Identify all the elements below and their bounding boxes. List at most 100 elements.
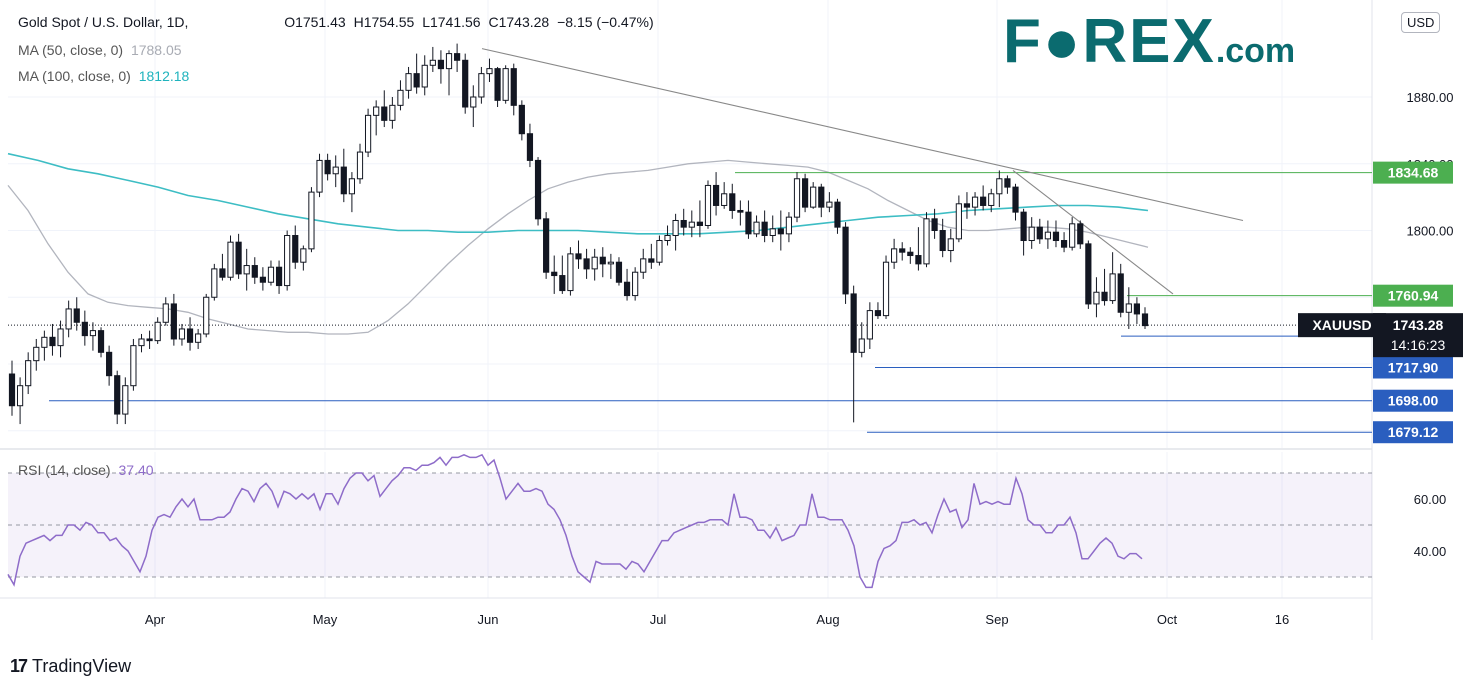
- candle-body: [729, 193, 736, 211]
- candle-body: [429, 59, 436, 66]
- candle-body: [405, 73, 412, 91]
- candle-body: [1004, 178, 1011, 188]
- candle-body: [915, 255, 922, 265]
- candle-body: [381, 106, 388, 121]
- candle-body: [955, 203, 962, 240]
- candle-body: [1044, 231, 1051, 240]
- trendlines: [481, 48, 1244, 295]
- time-axis[interactable]: Apr May Jun Jul Aug Sep Oct 16: [145, 612, 1289, 627]
- candle-body: [648, 258, 655, 263]
- candle-body: [988, 193, 995, 206]
- candle-body: [1052, 231, 1060, 242]
- price-axis[interactable]: 1880.001840.001800.001834.681760.941736.…: [1298, 90, 1463, 559]
- open-value: O1751.43: [284, 14, 346, 30]
- candle-body: [97, 330, 105, 353]
- candle-body: [591, 256, 598, 270]
- candle-body: [688, 221, 695, 228]
- candle-body: [41, 336, 48, 348]
- candle-body: [227, 241, 234, 278]
- candle-body: [251, 265, 258, 278]
- time-tick-label: Oct: [1157, 612, 1178, 627]
- candle-body: [640, 258, 647, 273]
- candle-body: [373, 106, 380, 116]
- time-tick-label: Jun: [478, 612, 499, 627]
- candle-body: [25, 360, 32, 387]
- tradingview-brand: TradingView: [32, 656, 132, 676]
- candle-body: [899, 248, 906, 253]
- currency-badge[interactable]: USD: [1401, 12, 1441, 33]
- candle-body: [138, 338, 145, 347]
- candles: [8, 43, 1149, 425]
- ma100-line: [7, 152, 1149, 235]
- candle-body: [243, 265, 250, 275]
- candle-body: [931, 218, 938, 232]
- ma50-value: 1788.05: [130, 42, 182, 58]
- change-value: −8.15 (−0.47%): [557, 14, 654, 30]
- candle-body: [122, 385, 129, 415]
- trendline: [481, 48, 1244, 222]
- candle-body: [203, 296, 210, 335]
- last-price-box: [1373, 313, 1463, 358]
- candle-body: [195, 333, 202, 343]
- candle-body: [57, 328, 64, 347]
- symbol-header[interactable]: Gold Spot / U.S. Dollar, 1D, O1751.43 H1…: [18, 14, 658, 30]
- candle-body: [826, 201, 833, 208]
- ma100-label: MA (100, close, 0): [18, 68, 131, 84]
- last-price-label: 1743.28: [1393, 317, 1444, 333]
- candle-body: [162, 303, 169, 323]
- candle-body: [939, 230, 946, 252]
- ma100-legend[interactable]: MA (100, close, 0) 1812.18: [18, 68, 193, 84]
- rsi-legend[interactable]: RSI (14, close) 37.40: [18, 462, 158, 478]
- candle-body: [364, 114, 372, 153]
- candle-body: [478, 73, 485, 98]
- candle-body: [437, 59, 445, 70]
- time-tick-label: Sep: [985, 612, 1008, 627]
- tradingview-footer[interactable]: 17 TradingView: [10, 656, 131, 677]
- candle-body: [518, 104, 525, 135]
- candle-body: [300, 248, 307, 263]
- rsi-value: 37.40: [118, 462, 154, 478]
- time-tick-label: May: [313, 612, 338, 627]
- candle-body: [413, 73, 420, 88]
- candle-body: [284, 235, 291, 287]
- candle-body: [866, 310, 873, 340]
- symbol-tag: XAUUSD: [1312, 317, 1371, 333]
- candle-body: [316, 159, 323, 193]
- candle-body: [850, 293, 857, 353]
- candle-body: [1093, 291, 1100, 305]
- candle-body: [559, 275, 566, 292]
- candle-body: [211, 268, 218, 298]
- trendline: [1012, 169, 1174, 295]
- candle-body: [510, 68, 517, 106]
- rsi-tick-label: 60.00: [1414, 492, 1447, 507]
- candle-body: [1133, 303, 1141, 315]
- candle-body: [49, 336, 56, 347]
- candle-body: [882, 261, 890, 317]
- candle-body: [534, 159, 542, 220]
- candle-body: [810, 186, 817, 208]
- candle-body: [858, 338, 865, 353]
- candle-body: [745, 211, 752, 235]
- candle-body: [712, 184, 720, 206]
- candle-body: [292, 235, 299, 263]
- ma50-legend[interactable]: MA (50, close, 0) 1788.05: [18, 42, 186, 58]
- candle-body: [802, 178, 809, 208]
- candle-body: [1060, 240, 1068, 248]
- candle-body: [737, 209, 744, 213]
- time-tick-label: Aug: [816, 612, 839, 627]
- countdown-label: 14:16:23: [1391, 337, 1446, 353]
- candle-body: [1020, 211, 1027, 242]
- candle-body: [275, 266, 283, 287]
- candle-body: [996, 178, 1003, 195]
- candle-body: [462, 59, 469, 108]
- symbol-title[interactable]: Gold Spot / U.S. Dollar, 1D,: [18, 14, 189, 30]
- candle-body: [567, 253, 574, 292]
- candle-body: [348, 178, 355, 195]
- candle-body: [704, 184, 712, 226]
- forex-logo: F●REX.com: [1003, 6, 1295, 77]
- candle-body: [146, 338, 153, 342]
- candle-body: [785, 216, 793, 235]
- candle-body: [818, 186, 825, 208]
- candle-body: [73, 308, 80, 323]
